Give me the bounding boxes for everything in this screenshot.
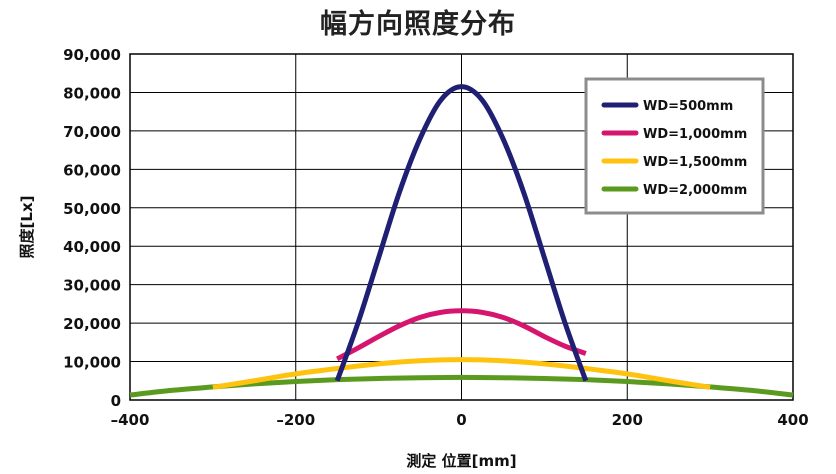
legend-label: WD=1,000mm [643, 127, 747, 142]
series-lines [129, 84, 794, 398]
legend-label: WD=1,500mm [643, 155, 747, 170]
y-tick-label: 0 [111, 392, 121, 410]
y-axis-label: 照度[Lx] [18, 196, 36, 259]
x-tick-label: –400 [111, 411, 150, 429]
y-tick-label: 30,000 [63, 277, 121, 295]
y-tick-label: 10,000 [63, 354, 121, 372]
x-tick-label: –200 [276, 411, 315, 429]
grid-lines [130, 54, 793, 400]
legend: WD=500mm WD=1,000mm WD=1,500mm WD=2,000mm [584, 77, 765, 215]
y-tick-label: 20,000 [63, 315, 121, 333]
x-tick-label: 200 [612, 411, 643, 429]
y-tick-label: 90,000 [63, 46, 121, 64]
y-tick-label: 80,000 [63, 84, 121, 102]
chart-title: 幅方向照度分布 [320, 9, 516, 40]
plot-area-frame [129, 53, 794, 401]
y-tick-label: 40,000 [63, 238, 121, 256]
x-axis-label: 測定 位置[mm] [406, 452, 516, 470]
y-axis-ticks: 0 10,000 20,000 30,000 40,000 50,000 60,000 70,… [63, 46, 121, 410]
x-tick-label: 0 [456, 411, 466, 429]
y-tick-label: 60,000 [63, 161, 121, 179]
x-axis-ticks: –400 –200 0 200 400 [111, 411, 809, 429]
series-line-3 [212, 357, 711, 390]
legend-items: WD=500mm WD=1,000mm WD=1,500mm WD=2,000mm [601, 99, 747, 198]
legend-label: WD=2,000mm [643, 183, 747, 198]
y-tick-label: 70,000 [63, 123, 121, 141]
series-line-1 [334, 84, 589, 382]
y-tick-label: 50,000 [63, 200, 121, 218]
legend-label: WD=500mm [643, 99, 733, 114]
series-line-2 [336, 308, 587, 362]
x-tick-label: 400 [777, 411, 808, 429]
